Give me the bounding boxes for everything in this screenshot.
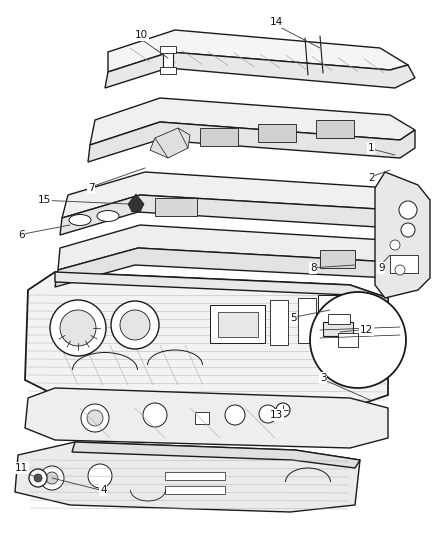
Circle shape [46, 472, 58, 484]
Bar [155, 198, 197, 216]
Text: 1: 1 [368, 143, 374, 153]
Text: 5: 5 [290, 313, 297, 323]
Circle shape [401, 223, 415, 237]
Polygon shape [25, 272, 388, 408]
Circle shape [390, 240, 400, 250]
Polygon shape [15, 442, 360, 512]
Bar [210, 305, 265, 343]
Text: 15: 15 [38, 195, 51, 205]
Text: 6: 6 [18, 230, 25, 240]
Bar [160, 67, 176, 74]
Circle shape [120, 310, 150, 340]
Text: 13: 13 [270, 410, 283, 420]
Text: 11: 11 [15, 463, 28, 473]
Circle shape [111, 301, 159, 349]
Text: 10: 10 [135, 30, 148, 40]
Bar [195, 412, 209, 424]
Polygon shape [58, 225, 405, 270]
Bar [218, 312, 258, 337]
Circle shape [40, 466, 64, 490]
Bar [338, 333, 358, 347]
Polygon shape [108, 30, 408, 72]
Circle shape [88, 464, 112, 488]
Polygon shape [375, 172, 430, 298]
Polygon shape [72, 442, 360, 468]
Text: 7: 7 [88, 183, 95, 193]
Bar [165, 486, 225, 494]
Text: 14: 14 [270, 17, 283, 27]
Polygon shape [55, 248, 405, 287]
Circle shape [310, 292, 406, 388]
Text: 3: 3 [320, 373, 327, 383]
Circle shape [143, 403, 167, 427]
Bar [258, 124, 296, 142]
Bar [163, 50, 173, 70]
Polygon shape [105, 52, 415, 88]
Polygon shape [60, 195, 408, 235]
Bar [390, 255, 418, 273]
Polygon shape [55, 272, 388, 308]
Circle shape [50, 300, 106, 356]
Ellipse shape [69, 214, 91, 225]
Polygon shape [25, 388, 388, 448]
Circle shape [259, 405, 277, 423]
Polygon shape [128, 194, 144, 212]
Bar [160, 46, 176, 53]
Polygon shape [62, 172, 408, 218]
Bar [328, 314, 350, 324]
Bar [165, 472, 225, 480]
Bar [270, 300, 288, 345]
Bar [200, 128, 238, 146]
Bar [323, 322, 353, 336]
Text: 2: 2 [368, 173, 374, 183]
Text: 4: 4 [100, 485, 106, 495]
Text: 8: 8 [310, 263, 317, 273]
Circle shape [60, 310, 96, 346]
Polygon shape [150, 128, 190, 158]
Polygon shape [90, 98, 415, 145]
Text: 12: 12 [360, 325, 373, 335]
Polygon shape [88, 122, 415, 162]
Circle shape [87, 410, 103, 426]
Bar [318, 295, 346, 317]
Circle shape [225, 405, 245, 425]
Circle shape [29, 469, 47, 487]
Circle shape [276, 403, 290, 417]
Circle shape [399, 201, 417, 219]
Bar [320, 250, 355, 268]
Bar [316, 120, 354, 138]
Text: 9: 9 [378, 263, 385, 273]
Circle shape [34, 474, 42, 482]
Ellipse shape [97, 211, 119, 222]
Circle shape [81, 404, 109, 432]
Bar [298, 298, 316, 343]
Circle shape [395, 265, 405, 275]
